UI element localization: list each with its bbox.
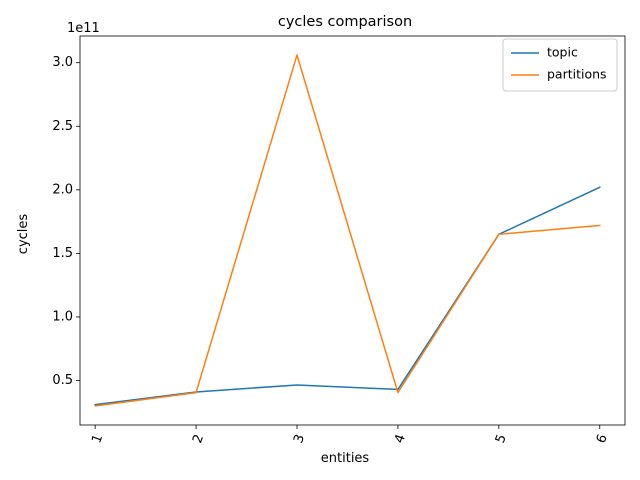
y-tick-label: 3.0: [52, 55, 73, 70]
y-tick-label: 2.5: [52, 119, 73, 134]
x-axis-label: entities: [321, 451, 370, 466]
legend-box: [502, 38, 618, 92]
y-axis-offset-label: 1e11: [67, 21, 100, 36]
y-tick-label: 1.0: [52, 309, 73, 324]
x-tick-label: 3: [291, 432, 308, 445]
x-tick-label: 1: [89, 432, 106, 445]
plot-frame: [79, 35, 626, 426]
y-tick-label: 2.0: [52, 182, 73, 197]
x-tick-label: 4: [392, 432, 409, 445]
legend-label-topic: topic: [547, 45, 578, 60]
axes-layer: [79, 35, 626, 426]
series-line-partitions: [94, 54, 601, 407]
series-line-topic: [94, 186, 601, 406]
legend-label-partitions: partitions: [547, 67, 607, 82]
series-layer: [94, 54, 601, 407]
x-tick-label: 2: [190, 432, 207, 445]
y-tick-label: 1.5: [52, 246, 73, 261]
legend: topic partitions: [502, 38, 618, 92]
x-tick-label: 5: [493, 432, 510, 445]
x-tick-label: 6: [594, 432, 611, 445]
chart-title: cycles comparison: [278, 14, 412, 30]
y-axis-label: cycles: [16, 214, 31, 255]
y-tick-label: 0.5: [52, 373, 73, 388]
